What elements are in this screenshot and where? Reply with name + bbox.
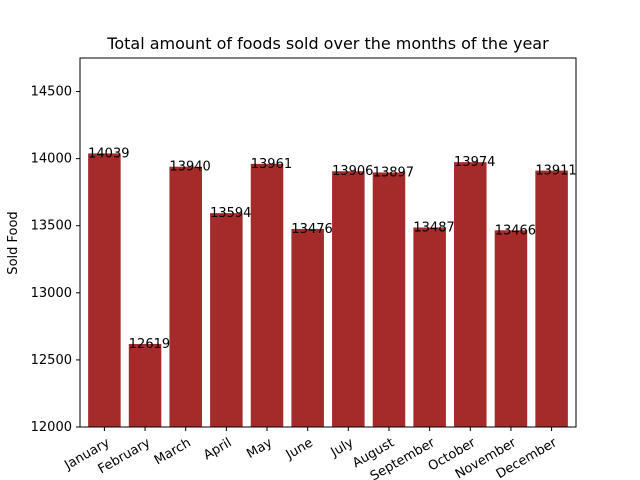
bar-december [535,170,568,427]
data-label-august: 13897 [373,165,414,180]
bar-september [413,227,446,427]
data-label-december: 13911 [535,164,576,179]
bar-may [250,163,284,428]
bar-october [454,162,487,427]
data-label-january: 14039 [88,146,129,161]
y-tick-label-13000: 13000 [31,286,72,301]
data-label-february: 12619 [129,337,170,352]
data-labels-group: 14039 12619 13940 13594 13961 13476 13906 13897… [88,146,577,352]
bar-november [494,230,528,427]
chart-title: Total amount of foods sold over the mont… [106,34,549,53]
data-label-june: 13476 [291,222,332,237]
data-label-november: 13466 [495,223,536,238]
y-axis-label: Sold Food [6,211,21,274]
bar-april [210,213,243,427]
y-axis: 12000 12500 13000 13500 14000 14500 [31,85,80,435]
bar-january [88,153,121,428]
x-tick-label-march: March [152,435,194,468]
data-label-may: 13961 [251,157,292,172]
plot-frame [79,57,577,428]
x-tick-label-may: May [244,435,275,462]
bar-february [128,343,162,427]
bar-august [372,172,406,427]
data-label-april: 13594 [210,206,251,221]
data-label-march: 13940 [169,160,210,175]
y-tick-label-12500: 12500 [31,353,72,368]
bar-june [291,228,324,427]
data-label-september: 13487 [413,220,454,235]
y-tick-label-14500: 14500 [31,85,72,100]
x-tick-label-april: April [201,435,234,463]
x-tick-label-june: June [283,435,316,463]
bar-march [169,166,202,428]
data-label-july: 13906 [332,164,373,179]
data-label-october: 13974 [454,155,495,170]
bars-group [88,153,568,428]
y-tick-label-14000: 14000 [31,152,72,167]
y-tick-label-12000: 12000 [31,420,72,435]
bar-july [332,171,365,427]
y-tick-label-13500: 13500 [31,219,72,234]
